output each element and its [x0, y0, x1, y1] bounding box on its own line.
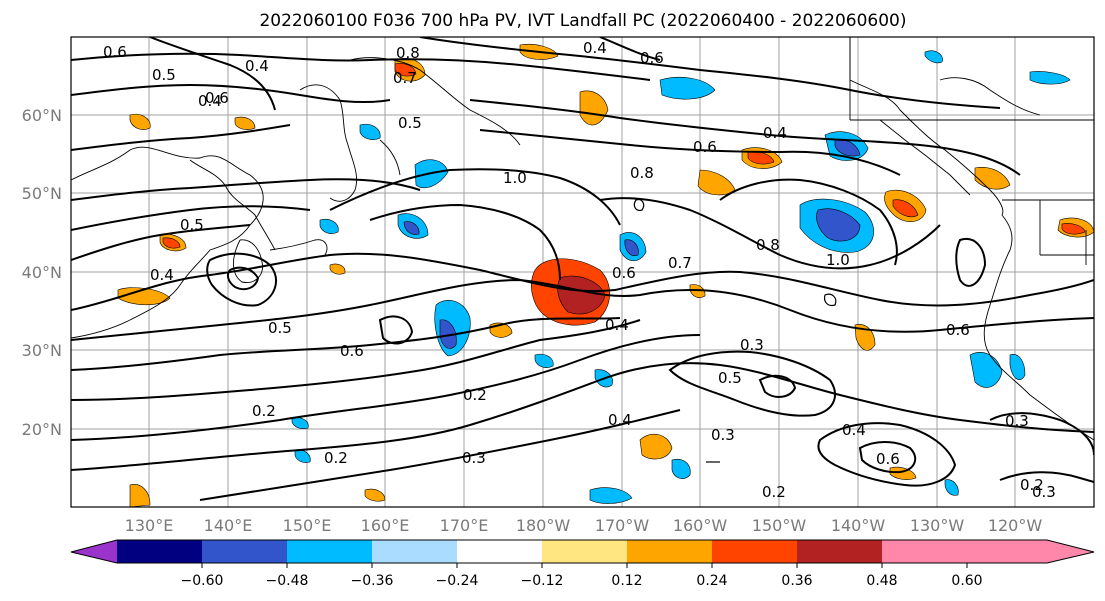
- lon-label: 170°W: [595, 516, 650, 535]
- lon-label: 130°E: [125, 516, 174, 535]
- contour-label: 0.6: [612, 264, 636, 282]
- contour-label: 0.6: [103, 43, 127, 61]
- contour-label: 0.2: [324, 449, 348, 467]
- contour-label: 1.0: [503, 169, 527, 187]
- map-content: 0.6 0.4 0.8 0.7 0.4 0.6 0.4 0.4 0.6 1.0 …: [71, 37, 1094, 507]
- lon-label: 160°W: [673, 516, 728, 535]
- colorbar-segment: [287, 540, 372, 563]
- colorbar-segment: [117, 540, 202, 563]
- contour-label: 0.3: [711, 426, 735, 444]
- thin-contours: [633, 199, 837, 463]
- contour-label: 0.4: [605, 316, 629, 334]
- lat-label: 50°N: [22, 184, 62, 203]
- colorbar-tick-label: −0.36: [351, 573, 394, 589]
- contour-label: 0.8: [396, 44, 420, 62]
- lat-label: 30°N: [22, 341, 62, 360]
- map-border: [70, 36, 1095, 508]
- contour-label: 1.0: [826, 251, 850, 269]
- lon-label: 130°W: [910, 516, 965, 535]
- contour-label: 0.5: [180, 216, 204, 234]
- contour-label: 0.3: [1005, 412, 1029, 430]
- colorbar-segment: [712, 540, 797, 563]
- contour-label: 0.7: [668, 254, 692, 272]
- pv-contours: [71, 37, 1094, 501]
- colorbar-segment: [627, 540, 712, 563]
- colorbar-tick-label: 0.48: [866, 573, 897, 589]
- contour-label: 0.4: [608, 411, 632, 429]
- contour-label: 0.4: [245, 57, 269, 75]
- lat-label: 60°N: [22, 106, 62, 125]
- contour-label: 0.3: [740, 336, 764, 354]
- contour-label: 0.4: [842, 421, 866, 439]
- contour-label: 0.6: [640, 49, 664, 67]
- coastlines: [71, 37, 1094, 441]
- colorbar-tick-label: 0.36: [781, 573, 812, 589]
- longitude-labels: 130°E 140°E 150°E 160°E 170°E 180°W 170°…: [125, 516, 1043, 535]
- contour-label: 0.8: [756, 236, 780, 254]
- lon-label: 160°E: [361, 516, 410, 535]
- contour-label: 0.5: [718, 369, 742, 387]
- contour-label: 0.6: [946, 321, 970, 339]
- lat-label: 40°N: [22, 263, 62, 282]
- contour-label: 0.7: [393, 69, 417, 87]
- colorbar-tick-label: −0.24: [436, 573, 479, 589]
- lon-label: 150°W: [752, 516, 807, 535]
- contour-label: 0.6: [876, 450, 900, 468]
- colorbar-ticks: [201, 563, 968, 568]
- colorbar-extend-high: [967, 540, 1094, 563]
- colorbar-segment: [542, 540, 627, 563]
- lon-label: 170°E: [440, 516, 489, 535]
- colorbar-tick-label: −0.12: [521, 573, 564, 589]
- contour-label: 0.6: [205, 89, 229, 107]
- contour-labels: 0.6 0.4 0.8 0.7 0.4 0.6 0.4 0.4 0.6 1.0 …: [103, 39, 1056, 501]
- contour-label: 0.2: [762, 483, 786, 501]
- lon-label: 150°E: [283, 516, 332, 535]
- map-title: 2022060100 F036 700 hPa PV, IVT Landfall…: [259, 11, 906, 31]
- contour-label: 0.4: [583, 39, 607, 57]
- colorbar-segment: [457, 540, 542, 563]
- contour-label: 0.4: [150, 266, 174, 284]
- colorbar: −0.60 −0.48 −0.36 −0.24 −0.12 0.12 0.24 …: [70, 539, 1095, 589]
- latitude-labels: 60°N 50°N 40°N 30°N 20°N: [22, 106, 62, 439]
- lon-label: 120°W: [988, 516, 1043, 535]
- contour-label: 0.3: [462, 449, 486, 467]
- contour-label: 0.4: [763, 124, 787, 142]
- colorbar-tick-label: −0.48: [266, 573, 309, 589]
- contour-label: 0.2: [463, 386, 487, 404]
- colorbar-tick-label: 0.12: [611, 573, 642, 589]
- colorbar-tick-label: 0.24: [696, 573, 727, 589]
- contour-label: 0.6: [340, 342, 364, 360]
- lat-label: 20°N: [22, 420, 62, 439]
- lon-label: 140°W: [831, 516, 886, 535]
- contour-label: 0.4: [198, 92, 222, 110]
- colorbar-segment: [202, 540, 287, 563]
- colorbar-extend-low: [71, 540, 117, 563]
- colorbar-segment: [797, 540, 882, 563]
- colorbar-tick-label: 0.60: [951, 573, 982, 589]
- contour-label: 0.2: [252, 402, 276, 420]
- colorbar-tick-label: −0.60: [181, 573, 224, 589]
- contour-label: 0.5: [152, 66, 176, 84]
- contour-label: 0.8: [630, 164, 654, 182]
- colorbar-segment: [372, 540, 457, 563]
- contour-label: 0.6: [693, 138, 717, 156]
- contour-label: 0.3: [1032, 483, 1056, 501]
- colorbar-segment: [882, 540, 967, 563]
- contour-label: 0.5: [398, 114, 422, 132]
- contour-label: 0.2: [1020, 476, 1044, 494]
- contour-label: 0.5: [268, 319, 292, 337]
- lon-label: 140°E: [204, 516, 253, 535]
- lon-label: 180°W: [516, 516, 571, 535]
- colorbar-outline: [70, 539, 1095, 564]
